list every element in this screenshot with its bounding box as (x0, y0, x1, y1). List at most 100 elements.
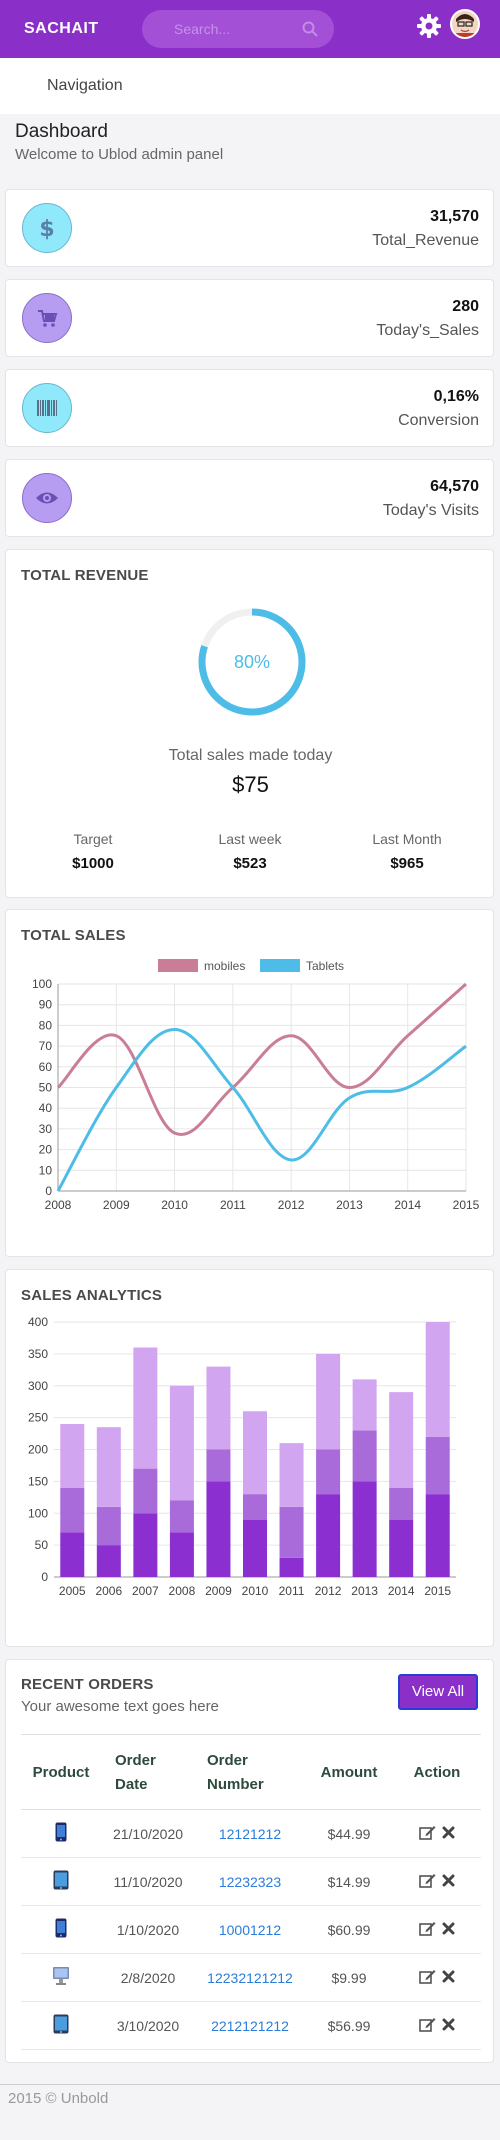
y-tick-label: 100 (28, 1506, 48, 1520)
series-line-mobiles (56, 982, 467, 1136)
y-tick-label: 400 (28, 1315, 48, 1329)
column-header: Order Number (195, 1734, 305, 1810)
delete-icon[interactable] (442, 2018, 455, 2031)
revenue-donut-chart: 80% (198, 608, 306, 716)
edit-icon[interactable] (419, 1969, 436, 1984)
bar-segment (206, 1481, 231, 1577)
footer-divider (0, 2084, 500, 2085)
order-number-cell: 12121212 (195, 1809, 305, 1858)
x-tick-label: 2008 (45, 1198, 72, 1212)
revenue-target: Target $1000 (28, 831, 158, 872)
order-number-link[interactable]: 10001212 (218, 1921, 282, 1938)
total-sales-line-chart: mobiles Tablets 0 10 20 30 40 50 60 70 80 90 100 2008… (32, 959, 480, 1212)
order-number-link[interactable]: 12121212 (218, 1825, 282, 1842)
table-row: 21/10/2020 12121212 $44.99 (21, 1809, 481, 1858)
order-number-link[interactable]: 12232323 (218, 1873, 282, 1890)
search-placeholder[interactable]: Search... (174, 21, 231, 37)
order-date: 11/10/2020 (101, 1857, 195, 1906)
bar-segment (279, 1557, 304, 1577)
y-tick-label: 350 (28, 1347, 48, 1361)
recent-orders-card: RECENT ORDERS Your awesome text goes her… (5, 1659, 494, 2063)
stat-label: Conversion (398, 412, 479, 429)
bar-segment (352, 1481, 377, 1577)
search-box[interactable]: Search... (142, 10, 334, 48)
sales-analytics-card: SALES ANALYTICS 0 50 100 150 200 250 300 350 400… (5, 1269, 494, 1647)
dollar-icon: $ (22, 203, 72, 253)
column-header: Order Date (101, 1734, 195, 1810)
product-cell (21, 1857, 101, 1906)
user-avatar[interactable] (450, 9, 480, 39)
desktop-icon (52, 1967, 70, 1989)
column-header: Product (21, 1734, 101, 1810)
x-tick-label: 2011 (279, 1584, 305, 1598)
series-line-tablets (56, 1028, 467, 1192)
y-tick-label: 30 (39, 1122, 53, 1136)
order-number-cell: 2212121212 (195, 2001, 305, 2050)
revenue-last-month-value: $965 (390, 855, 424, 872)
bar-segment (169, 1385, 194, 1501)
x-tick-label: 2015 (424, 1584, 451, 1598)
bar-segment (243, 1411, 267, 1495)
edit-icon[interactable] (419, 1825, 436, 1840)
donut-percent-label: 80% (234, 652, 270, 672)
revenue-last-week-label: Last week (218, 831, 282, 847)
tablet-icon (53, 2014, 69, 2037)
bar-segment (389, 1519, 414, 1577)
y-tick-label: 70 (39, 1039, 53, 1053)
tablet-icon (53, 1870, 69, 1893)
order-number-link[interactable]: 2212121212 (211, 2017, 289, 2034)
bar-segment (96, 1545, 121, 1577)
phone-icon (55, 1918, 67, 1941)
svg-text:$: $ (39, 217, 54, 241)
section-title: TOTAL SALES (21, 927, 126, 944)
brand-logo[interactable]: SACHAIT (24, 20, 99, 37)
bar-segment (243, 1494, 267, 1520)
order-number-cell: 12232323 (195, 1857, 305, 1906)
y-tick-label: 150 (28, 1474, 48, 1488)
y-tick-label: 90 (39, 998, 53, 1012)
delete-icon[interactable] (442, 1874, 455, 1887)
product-cell (21, 1905, 101, 1954)
legend-label-tablets: Tablets (306, 959, 344, 973)
order-number-link[interactable]: 12232121212 (207, 1969, 293, 1986)
column-header: Action (393, 1734, 481, 1810)
section-title: TOTAL REVENUE (21, 567, 149, 584)
delete-icon[interactable] (442, 1826, 455, 1839)
sales-analytics-bar-chart: 0 50 100 150 200 250 300 350 400 2005 2006 2007 2008… (28, 1315, 456, 1598)
bar-segment (169, 1500, 194, 1533)
barcode-icon (22, 383, 72, 433)
navigation-toggle[interactable]: Navigation (47, 77, 123, 94)
table-row: 11/10/2020 12232323 $14.99 (21, 1857, 481, 1906)
order-date: 21/10/2020 (101, 1809, 195, 1858)
x-tick-label: 2007 (132, 1584, 159, 1598)
x-tick-label: 2012 (278, 1198, 305, 1212)
delete-icon[interactable] (442, 1922, 455, 1935)
action-cell (393, 1857, 481, 1906)
view-all-button[interactable]: View All (398, 1674, 478, 1710)
section-title: RECENT ORDERS (21, 1676, 154, 1693)
delete-icon[interactable] (442, 1970, 455, 1983)
edit-icon[interactable] (419, 1921, 436, 1936)
edit-icon[interactable] (419, 2017, 436, 2032)
revenue-last-month: Last Month $965 (342, 831, 472, 872)
search-icon[interactable] (302, 21, 318, 37)
section-title: SALES ANALYTICS (21, 1287, 163, 1304)
y-tick-label: 40 (39, 1101, 53, 1115)
edit-icon[interactable] (419, 1873, 436, 1888)
legend-label-mobiles: mobiles (204, 959, 245, 973)
x-tick-label: 2013 (351, 1584, 378, 1598)
bar-segment (279, 1506, 304, 1558)
y-tick-label: 80 (39, 1018, 53, 1032)
x-tick-label: 2010 (161, 1198, 188, 1212)
action-cell (393, 1905, 481, 1954)
x-tick-label: 2013 (336, 1198, 363, 1212)
revenue-caption: Total sales made today (168, 747, 333, 764)
bar-segment (60, 1532, 85, 1577)
bar-segment (316, 1494, 341, 1577)
y-tick-label: 10 (39, 1163, 53, 1177)
bar-segment (425, 1436, 450, 1495)
total-sales-card: TOTAL SALES mobiles Tablets 0 10 20 30 40 50 60 7… (5, 909, 494, 1257)
gear-icon[interactable] (416, 13, 442, 39)
action-cell (393, 2001, 481, 2050)
x-tick-label: 2014 (394, 1198, 421, 1212)
